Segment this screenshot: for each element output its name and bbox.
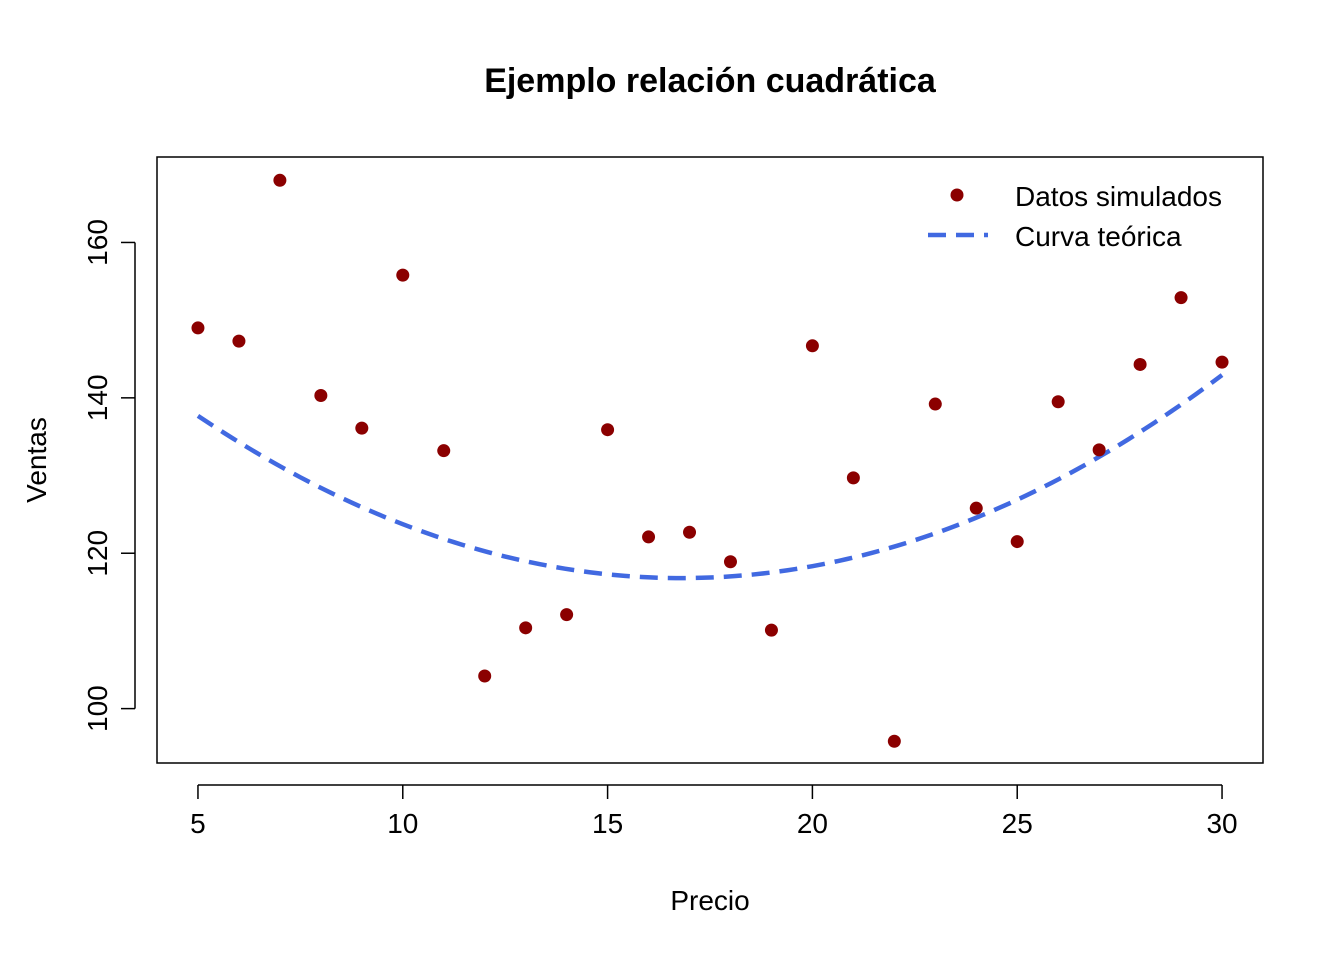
y-tick-label: 140 — [82, 374, 113, 421]
data-point — [314, 389, 328, 403]
data-point — [1092, 443, 1106, 457]
y-axis-label: Ventas — [21, 417, 52, 503]
legend-label-points: Datos simulados — [1015, 181, 1222, 212]
data-point — [642, 530, 656, 544]
data-point — [191, 321, 205, 335]
legend-point-marker — [950, 188, 964, 202]
theoretical-curve — [196, 373, 1224, 581]
x-tick-label: 20 — [797, 808, 828, 839]
data-point — [887, 734, 901, 748]
data-point — [437, 444, 451, 458]
data-point — [560, 608, 574, 622]
data-point — [764, 623, 778, 637]
x-tick-label: 25 — [1002, 808, 1033, 839]
data-point — [1215, 355, 1229, 369]
data-points-layer — [191, 173, 1229, 748]
data-point — [232, 334, 246, 348]
data-point — [519, 621, 533, 635]
data-point — [969, 501, 983, 515]
x-axis-label: Precio — [670, 885, 749, 916]
data-point — [396, 268, 410, 282]
x-tick-label: 30 — [1206, 808, 1237, 839]
y-tick-label: 160 — [82, 219, 113, 266]
data-point — [683, 525, 697, 539]
data-point — [478, 669, 492, 683]
x-axis: 5 10 15 20 25 30 — [190, 784, 1238, 839]
y-tick-label: 120 — [82, 530, 113, 577]
data-point — [355, 421, 369, 435]
x-tick-label: 5 — [190, 808, 206, 839]
data-point — [1133, 357, 1147, 371]
legend-label-curve: Curva teórica — [1015, 221, 1182, 252]
y-axis: 100 120 140 160 — [82, 219, 136, 732]
data-point — [846, 471, 860, 485]
data-point — [1010, 535, 1024, 549]
data-point — [928, 397, 942, 411]
data-point — [805, 339, 819, 353]
x-tick-label: 10 — [387, 808, 418, 839]
data-point — [1174, 291, 1188, 305]
plot-frame — [156, 156, 1264, 764]
y-tick-label: 100 — [82, 685, 113, 732]
data-point — [1051, 395, 1065, 409]
data-point — [601, 423, 615, 437]
data-point — [723, 555, 737, 569]
legend: Datos simulados Curva teórica — [928, 181, 1222, 252]
theoretical-curve-layer — [196, 373, 1224, 581]
x-tick-label: 15 — [592, 808, 623, 839]
data-point — [273, 173, 287, 187]
chart-title: Ejemplo relación cuadrática — [484, 62, 937, 100]
